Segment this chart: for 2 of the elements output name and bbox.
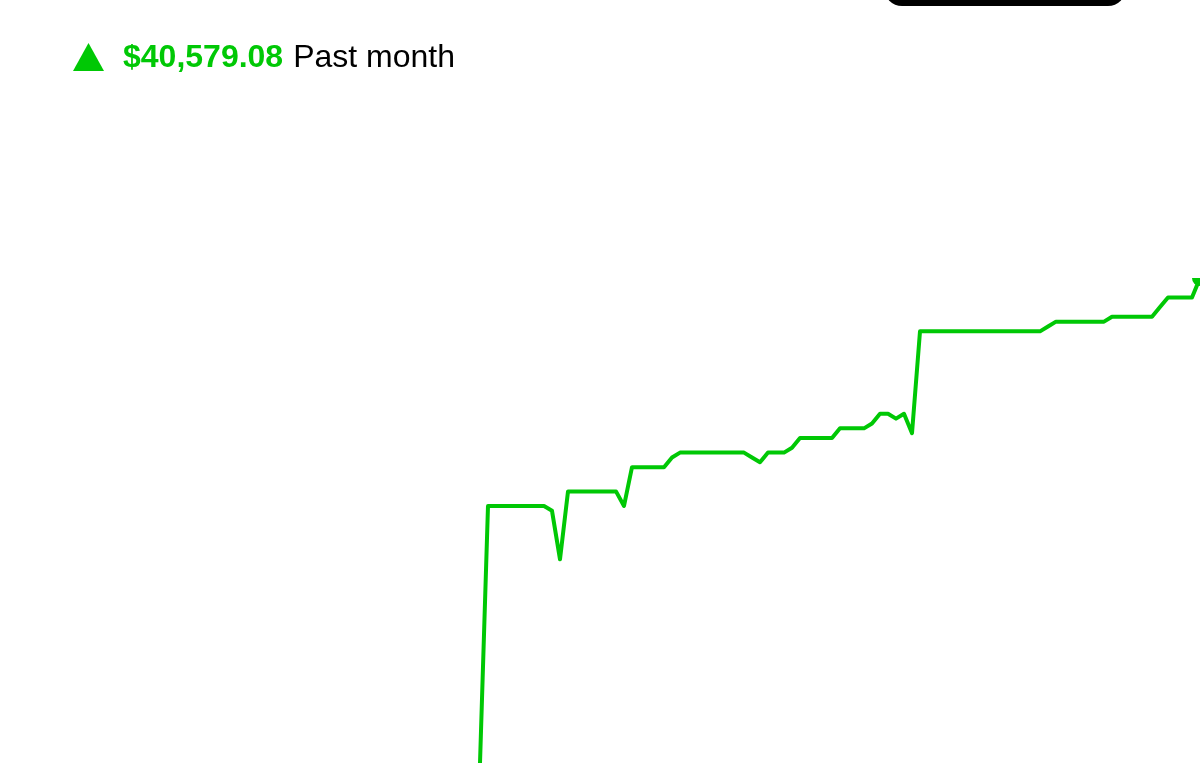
chart-subtitle: Past month [293,38,456,75]
chart-title: $40,579.08 [123,38,284,75]
